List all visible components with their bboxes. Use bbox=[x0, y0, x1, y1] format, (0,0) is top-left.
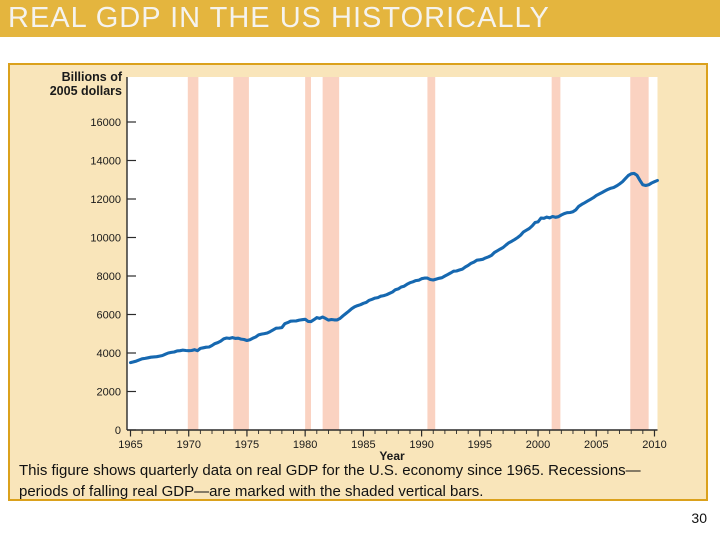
slide-title: REAL GDP IN THE US HISTORICALLY bbox=[8, 2, 550, 34]
plot-background bbox=[127, 77, 658, 430]
x-tick-label: 2005 bbox=[584, 439, 608, 451]
page-number: 30 bbox=[691, 510, 707, 526]
y-tick-label: 8000 bbox=[97, 271, 121, 283]
x-tick-label: 1975 bbox=[235, 439, 259, 451]
x-tick-label: 1980 bbox=[293, 439, 317, 451]
recession-band bbox=[187, 77, 199, 430]
recession-band bbox=[322, 77, 340, 430]
x-axis-label: Year bbox=[379, 449, 405, 463]
y-axis-unit-label-line2: 2005 dollars bbox=[49, 84, 122, 98]
x-tick-label: 1990 bbox=[409, 439, 433, 451]
gdp-line bbox=[128, 171, 659, 365]
x-tick-label: 1965 bbox=[118, 439, 142, 451]
y-tick-label: 2000 bbox=[97, 386, 121, 398]
recession-band bbox=[305, 77, 311, 430]
y-tick-label: 12000 bbox=[90, 194, 121, 206]
title-banner: REAL GDP IN THE US HISTORICALLY bbox=[0, 0, 720, 37]
figure-caption: This figure shows quarterly data on real… bbox=[19, 460, 701, 502]
recession-band bbox=[551, 77, 561, 430]
y-tick-label: 0 bbox=[115, 425, 121, 437]
x-tick-label: 2010 bbox=[642, 439, 666, 451]
y-tick-label: 4000 bbox=[97, 348, 121, 360]
y-axis-unit-label-line1: Billions of bbox=[61, 70, 122, 84]
y-axis-unit-label: Billions of 2005 dollars bbox=[8, 70, 122, 98]
x-tick-label: 1970 bbox=[176, 439, 200, 451]
y-tick-label: 10000 bbox=[90, 232, 121, 244]
figure-caption-line1: This figure shows quarterly data on real… bbox=[19, 462, 641, 479]
y-tick-label: 6000 bbox=[97, 309, 121, 321]
gdp-chart: 0 2000 4000 6000 8000 10000 12000 14000 16000 196… bbox=[90, 77, 667, 451]
recession-band bbox=[233, 77, 249, 430]
y-tick-label: 14000 bbox=[90, 155, 121, 167]
x-tick-label: 1995 bbox=[468, 439, 492, 451]
x-tick-label: 1985 bbox=[351, 439, 375, 451]
x-tick-label: 2000 bbox=[526, 439, 550, 451]
recession-band bbox=[427, 77, 436, 430]
y-tick-label: 16000 bbox=[90, 117, 121, 129]
figure-caption-line2: periods of falling real GDP—are marked w… bbox=[19, 483, 484, 500]
recession-band bbox=[630, 77, 649, 430]
